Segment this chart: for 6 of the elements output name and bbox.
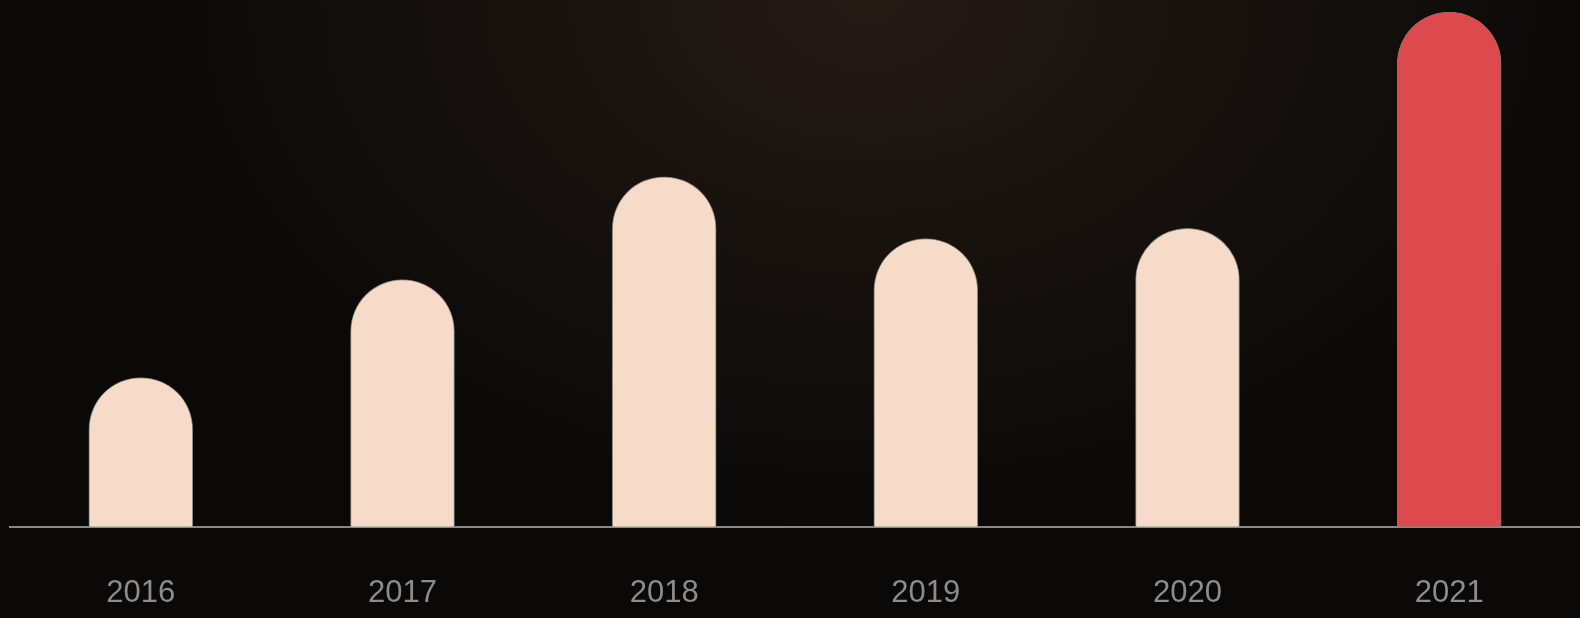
x-tick-label: 2020 [1153, 573, 1222, 609]
x-tick-label: 2019 [891, 573, 961, 609]
x-tick-label: 2017 [368, 573, 437, 609]
x-tick-label: 2018 [629, 573, 699, 609]
x-tick-label: 2021 [1414, 573, 1484, 609]
x-tick-label: 2016 [106, 573, 176, 609]
